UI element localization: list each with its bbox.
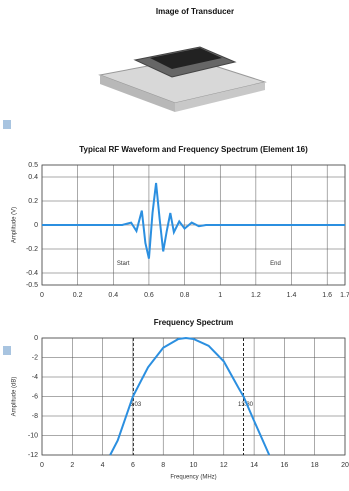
x-tick-label: 16 <box>281 462 289 469</box>
marker-label: 13.30 <box>238 402 254 408</box>
x-tick-label: 0.8 <box>180 292 190 299</box>
x-tick-label: 0.4 <box>108 292 118 299</box>
y-tick-label: -12 <box>28 452 38 459</box>
x-tick-label: 1.2 <box>251 292 261 299</box>
y-axis-label: Amplitude (dB) <box>12 377 18 417</box>
y-tick-label: 0 <box>34 222 38 229</box>
x-tick-label: 4 <box>101 462 105 469</box>
y-tick-label: -0.2 <box>26 246 38 253</box>
annotation: Start <box>117 261 130 267</box>
data-line <box>109 336 271 456</box>
x-tick-label: 1.4 <box>287 292 297 299</box>
marker-label: 6.03 <box>130 402 142 408</box>
x-tick-label: 0.6 <box>144 292 154 299</box>
x-axis-label: Frequency (MHz) <box>170 475 216 481</box>
chart-title: Frequency Spectrum <box>154 318 234 327</box>
y-tick-label: 0.2 <box>28 198 38 205</box>
x-tick-label: 1.7 <box>340 292 349 299</box>
y-tick-label: 0.5 <box>28 162 38 169</box>
y-tick-label: 0.4 <box>28 174 38 181</box>
y-tick-label: 0 <box>34 335 38 342</box>
x-tick-label: 20 <box>341 462 349 469</box>
y-axis-label: Amplitude (V) <box>12 207 18 243</box>
x-tick-label: 6 <box>131 462 135 469</box>
y-tick-label: -6 <box>32 393 38 400</box>
x-tick-label: 2 <box>70 462 74 469</box>
x-tick-label: 0 <box>40 462 44 469</box>
y-tick-label: -4 <box>32 374 38 381</box>
decoration <box>3 346 11 355</box>
image-title: Image of Transducer <box>156 7 234 16</box>
data-line <box>42 182 345 259</box>
annotation: End <box>270 261 281 267</box>
decoration <box>3 120 11 129</box>
transducer-photo <box>98 46 267 112</box>
x-tick-label: 12 <box>220 462 228 469</box>
x-tick-label: 8 <box>161 462 165 469</box>
x-tick-label: 1.6 <box>322 292 332 299</box>
x-tick-label: 10 <box>190 462 198 469</box>
y-tick-label: -8 <box>32 413 38 420</box>
x-tick-label: 1 <box>218 292 222 299</box>
x-tick-label: 0.2 <box>73 292 83 299</box>
chart-title: Typical RF Waveform and Frequency Spectr… <box>79 145 308 154</box>
x-tick-label: 18 <box>311 462 319 469</box>
y-tick-label: -0.5 <box>26 282 38 289</box>
x-tick-label: 14 <box>250 462 258 469</box>
y-tick-label: -10 <box>28 432 38 439</box>
y-tick-label: -2 <box>32 354 38 361</box>
x-tick-label: 0 <box>40 292 44 299</box>
y-tick-label: -0.4 <box>26 270 38 277</box>
